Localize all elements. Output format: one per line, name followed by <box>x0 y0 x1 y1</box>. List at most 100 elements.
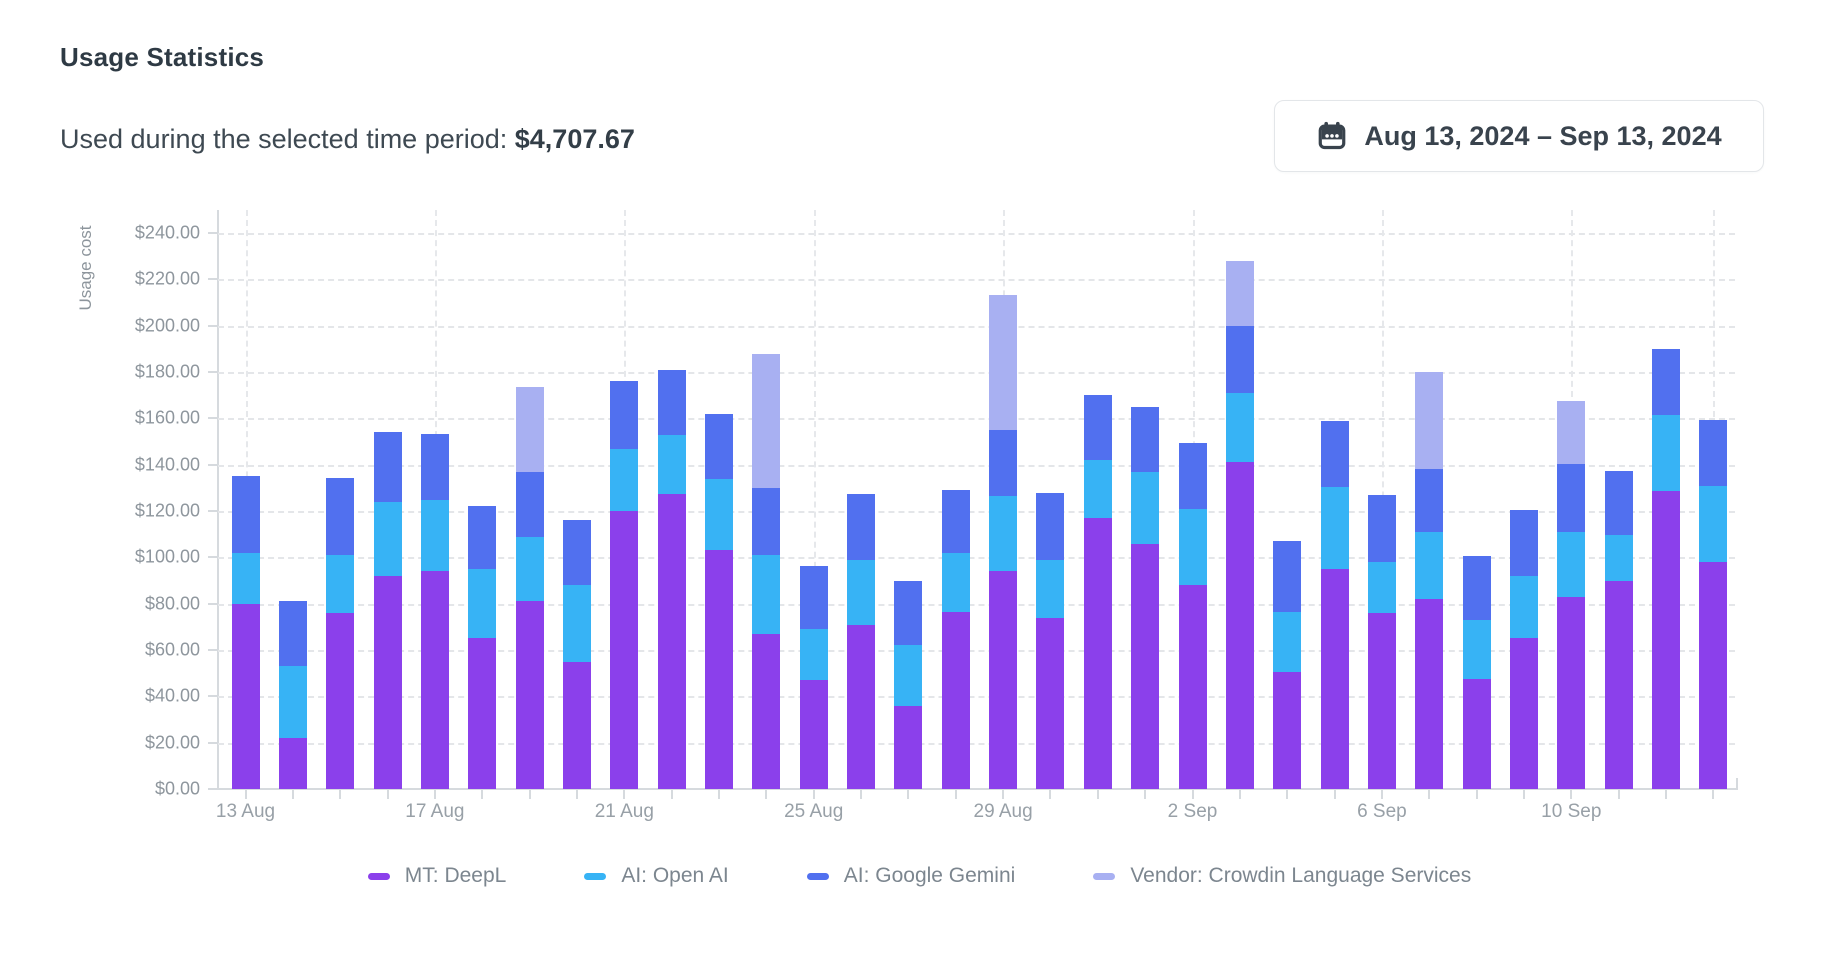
bar-segment[interactable] <box>894 645 923 706</box>
bar-segment[interactable] <box>420 571 449 789</box>
bar-16-aug[interactable] <box>373 432 402 789</box>
bar-13-aug[interactable] <box>231 476 260 789</box>
bar-segment[interactable] <box>1036 559 1065 618</box>
bar-segment[interactable] <box>1509 575 1538 639</box>
bar-segment[interactable] <box>1699 562 1728 789</box>
bar-12-sep[interactable] <box>1652 348 1680 789</box>
bar-segment[interactable] <box>231 476 260 553</box>
bar-segment[interactable] <box>1415 372 1444 470</box>
bar-segment[interactable] <box>562 520 591 586</box>
bar-segment[interactable] <box>278 738 307 789</box>
bar-segment[interactable] <box>1557 463 1586 532</box>
bar-segment[interactable] <box>326 477 355 556</box>
bar-segment[interactable] <box>1131 406 1160 472</box>
bar-14-aug[interactable] <box>278 601 307 789</box>
bar-segment[interactable] <box>989 294 1018 431</box>
bar-segment[interactable] <box>989 571 1018 789</box>
bar-segment[interactable] <box>1652 414 1680 492</box>
bar-segment[interactable] <box>1652 491 1680 789</box>
bar-segment[interactable] <box>1225 260 1254 326</box>
bar-11-sep[interactable] <box>1604 470 1633 789</box>
bar-segment[interactable] <box>373 575 402 789</box>
bar-segment[interactable] <box>1557 596 1586 789</box>
bar-segment[interactable] <box>847 493 876 560</box>
legend-item-deepl[interactable]: MT: DeepL <box>367 864 506 888</box>
date-range-picker-button[interactable]: Aug 13, 2024 – Sep 13, 2024 <box>1274 100 1764 172</box>
bar-segment[interactable] <box>1225 462 1254 789</box>
bar-segment[interactable] <box>1699 419 1728 486</box>
bar-30-aug[interactable] <box>1036 492 1065 789</box>
legend-item-crowdin-language-services[interactable]: Vendor: Crowdin Language Services <box>1093 864 1471 888</box>
bar-segment[interactable] <box>515 387 544 472</box>
bar-segment[interactable] <box>1225 392 1254 463</box>
bar-segment[interactable] <box>1462 619 1491 679</box>
bar-segment[interactable] <box>1131 543 1160 789</box>
bar-segment[interactable] <box>752 633 781 789</box>
bar-segment[interactable] <box>1604 580 1633 789</box>
bar-segment[interactable] <box>1604 470 1633 536</box>
bar-segment[interactable] <box>420 433 449 500</box>
bar-segment[interactable] <box>468 569 497 639</box>
bar-31-aug[interactable] <box>1083 395 1112 789</box>
bar-segment[interactable] <box>657 493 686 789</box>
bar-segment[interactable] <box>278 601 307 667</box>
bar-segment[interactable] <box>610 448 639 512</box>
bar-segment[interactable] <box>1083 395 1112 461</box>
bar-segment[interactable] <box>1273 611 1302 673</box>
bar-segment[interactable] <box>1320 420 1349 487</box>
legend-item-open-ai[interactable]: AI: Open AI <box>584 864 729 888</box>
bar-1-sep[interactable] <box>1131 406 1160 789</box>
bar-6-sep[interactable] <box>1367 494 1396 789</box>
bar-segment[interactable] <box>1273 672 1302 789</box>
bar-20-aug[interactable] <box>562 520 591 789</box>
bar-segment[interactable] <box>278 666 307 739</box>
bar-segment[interactable] <box>1652 348 1680 415</box>
bar-segment[interactable] <box>610 511 639 789</box>
bar-segment[interactable] <box>1178 508 1207 586</box>
bar-3-sep[interactable] <box>1225 260 1254 789</box>
bar-13-sep[interactable] <box>1699 419 1728 789</box>
bar-segment[interactable] <box>894 705 923 789</box>
bar-segment[interactable] <box>1699 485 1728 563</box>
bar-5-sep[interactable] <box>1320 420 1349 789</box>
bar-segment[interactable] <box>610 381 639 449</box>
bar-19-aug[interactable] <box>515 387 544 789</box>
bar-18-aug[interactable] <box>468 506 497 789</box>
bar-29-aug[interactable] <box>989 294 1018 789</box>
bar-segment[interactable] <box>231 603 260 789</box>
bar-segment[interactable] <box>941 490 970 553</box>
bar-segment[interactable] <box>1273 541 1302 612</box>
bar-segment[interactable] <box>799 565 828 630</box>
bar-segment[interactable] <box>326 555 355 613</box>
bar-segment[interactable] <box>1178 585 1207 789</box>
bar-segment[interactable] <box>1415 531 1444 600</box>
bar-segment[interactable] <box>1509 638 1538 789</box>
bar-segment[interactable] <box>941 611 970 789</box>
bar-segment[interactable] <box>1036 492 1065 560</box>
bar-27-aug[interactable] <box>894 580 923 789</box>
bar-segment[interactable] <box>847 559 876 625</box>
bar-segment[interactable] <box>231 552 260 604</box>
bar-segment[interactable] <box>420 499 449 572</box>
legend-item-google-gemini[interactable]: AI: Google Gemini <box>806 864 1015 888</box>
bar-segment[interactable] <box>562 661 591 789</box>
bar-segment[interactable] <box>1083 518 1112 789</box>
bar-segment[interactable] <box>1557 401 1586 464</box>
bar-segment[interactable] <box>1367 562 1396 613</box>
bar-8-sep[interactable] <box>1462 556 1491 789</box>
bar-segment[interactable] <box>1367 494 1396 563</box>
bar-segment[interactable] <box>1462 556 1491 620</box>
bar-segment[interactable] <box>705 478 733 551</box>
bar-segment[interactable] <box>752 555 781 634</box>
bar-9-sep[interactable] <box>1509 509 1538 789</box>
bar-segment[interactable] <box>941 552 970 612</box>
bar-segment[interactable] <box>1131 471 1160 544</box>
bar-segment[interactable] <box>1367 612 1396 789</box>
bar-segment[interactable] <box>1604 535 1633 581</box>
bar-23-aug[interactable] <box>705 413 733 789</box>
bar-26-aug[interactable] <box>847 493 876 789</box>
bar-segment[interactable] <box>1509 509 1538 576</box>
bar-segment[interactable] <box>752 353 781 488</box>
bar-segment[interactable] <box>705 550 733 789</box>
bar-segment[interactable] <box>799 629 828 681</box>
